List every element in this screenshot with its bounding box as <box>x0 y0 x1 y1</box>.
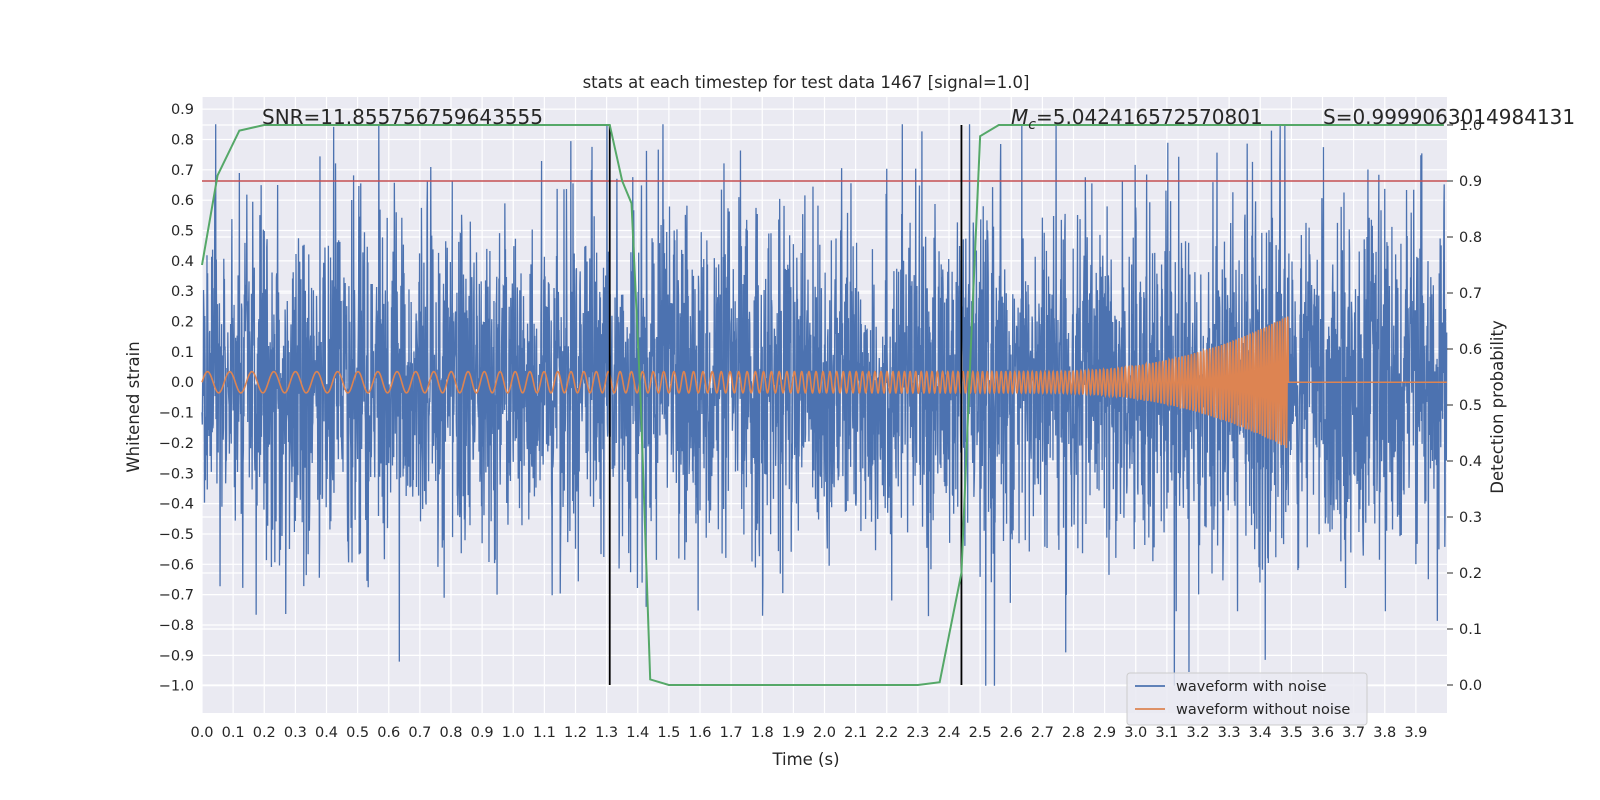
y-right-tick-label: 0.6 <box>1459 342 1482 358</box>
y-left-tick-label: 0.4 <box>171 254 194 270</box>
x-tick-label: 3.8 <box>1373 725 1396 741</box>
x-tick-label: 3.0 <box>1124 725 1147 741</box>
y-left-tick-label: −0.2 <box>159 436 194 452</box>
y-left-tick-label: −0.6 <box>159 557 194 573</box>
x-tick-label: 2.6 <box>1000 725 1023 741</box>
y-right-tick-label: 0.2 <box>1459 566 1482 582</box>
x-tick-label: 1.4 <box>626 725 649 741</box>
y-right-tick-label: 0.1 <box>1459 622 1482 638</box>
x-tick-label: 1.0 <box>502 725 525 741</box>
x-tick-label: 3.7 <box>1342 725 1365 741</box>
y-right-tick-label: 0.5 <box>1459 398 1482 414</box>
x-tick-label: 2.1 <box>844 725 867 741</box>
y-left-tick-label: 0.3 <box>171 284 194 300</box>
x-tick-label: 3.1 <box>1155 725 1178 741</box>
x-tick-label: 0.4 <box>315 725 338 741</box>
y-left-tick-label: 0.7 <box>171 163 194 179</box>
y-left-tick-label: 0.8 <box>171 132 194 148</box>
y-right-tick-label: 0.4 <box>1459 454 1482 470</box>
y-left-axis-label: Whitened strain <box>124 341 143 472</box>
x-tick-label: 2.8 <box>1062 725 1085 741</box>
x-tick-label: 3.6 <box>1311 725 1334 741</box>
marker-lines <box>608 125 963 685</box>
x-tick-label: 0.8 <box>439 725 462 741</box>
y-left-tick-label: −0.1 <box>159 406 194 422</box>
x-tick-label: 0.0 <box>190 725 213 741</box>
x-tick-label: 0.2 <box>253 725 276 741</box>
x-tick-label: 0.9 <box>471 725 494 741</box>
detection-probability-line <box>201 124 1444 686</box>
legend-label-clean: waveform without noise <box>1176 702 1350 718</box>
y-right-tick-label: 1.0 <box>1459 118 1482 134</box>
x-tick-label: 2.9 <box>1093 725 1116 741</box>
significance-annotation: S=0.9999063014984131 <box>1323 105 1575 129</box>
legend: waveform with noise waveform without noi… <box>1126 672 1368 726</box>
x-tick-label: 2.0 <box>813 725 836 741</box>
x-tick-label: 1.1 <box>533 725 556 741</box>
waveform-without-noise-line <box>201 316 1447 449</box>
y-left-tick-label: −0.5 <box>159 527 194 543</box>
y-left-tick-label: 0.6 <box>171 193 194 209</box>
chart-title: stats at each timestep for test data 146… <box>583 73 1030 92</box>
chirp-mass-annotation: Mc=5.042416572570801 <box>1011 105 1263 133</box>
y-left-tick-label: 0.5 <box>171 224 194 240</box>
legend-box <box>1126 672 1368 726</box>
x-tick-label: 2.7 <box>1031 725 1054 741</box>
y-left-tick-label: −1.0 <box>159 679 194 695</box>
x-tick-label: 2.2 <box>875 725 898 741</box>
y-left-tick-label: 0.1 <box>171 345 194 361</box>
waveform-without-noise-series <box>201 316 1447 449</box>
y-left-tick-label: −0.7 <box>159 588 194 604</box>
y-left-tick-label: −0.8 <box>159 618 194 634</box>
y-left-tick-label: 0.9 <box>171 102 194 118</box>
y-right-tick-label: 0.9 <box>1459 174 1482 190</box>
x-tick-label: 2.4 <box>937 725 960 741</box>
y-left-tick-label: −0.9 <box>159 648 194 664</box>
x-tick-label: 1.8 <box>751 725 774 741</box>
x-tick-label: 0.7 <box>408 725 431 741</box>
x-axis-label: Time (s) <box>771 750 839 769</box>
x-tick-label: 3.4 <box>1249 725 1272 741</box>
x-tick-label: 2.5 <box>969 725 992 741</box>
x-tick-label: 1.9 <box>782 725 805 741</box>
x-tick-label: 1.3 <box>595 725 618 741</box>
x-axis-ticks: 0.0 0.1 0.2 0.3 0.4 0.5 0.6 0.7 0.8 0.9 1.0 1.1 1.2 1… <box>190 725 1427 741</box>
x-tick-label: 3.3 <box>1218 725 1241 741</box>
y-right-tick-label: 0.0 <box>1459 678 1482 694</box>
x-tick-label: 2.3 <box>906 725 929 741</box>
x-tick-label: 0.6 <box>377 725 400 741</box>
x-tick-label: 3.5 <box>1280 725 1303 741</box>
y-left-axis-ticks: 0.9 0.8 0.7 0.6 0.5 0.4 0.3 0.2 0.1 0.0 −0.1 −0.2 −0… <box>159 102 194 695</box>
y-left-tick-label: 0.2 <box>171 315 194 331</box>
y-right-axis-label: Detection probability <box>1488 320 1507 494</box>
y-left-tick-label: −0.3 <box>159 466 194 482</box>
x-tick-label: 1.2 <box>564 725 587 741</box>
x-tick-label: 1.7 <box>720 725 743 741</box>
x-tick-label: 0.3 <box>284 725 307 741</box>
y-right-axis-ticks: 1.0 0.9 0.8 0.7 0.6 0.5 0.4 0.3 0.2 0.1 0.0 <box>1447 118 1482 694</box>
x-tick-label: 0.1 <box>222 725 245 741</box>
y-right-tick-label: 0.3 <box>1459 510 1482 526</box>
x-tick-label: 3.9 <box>1404 725 1427 741</box>
x-tick-label: 1.6 <box>688 725 711 741</box>
y-left-tick-label: −0.4 <box>159 497 194 513</box>
y-left-tick-label: 0.0 <box>171 375 194 391</box>
y-right-tick-label: 0.7 <box>1459 286 1482 302</box>
x-tick-label: 1.5 <box>657 725 680 741</box>
snr-annotation: SNR=11.855756759643555 <box>262 105 543 129</box>
y-right-tick-label: 0.8 <box>1459 230 1482 246</box>
x-tick-label: 3.2 <box>1186 725 1209 741</box>
legend-label-noise: waveform with noise <box>1176 679 1327 695</box>
x-tick-label: 0.5 <box>346 725 369 741</box>
